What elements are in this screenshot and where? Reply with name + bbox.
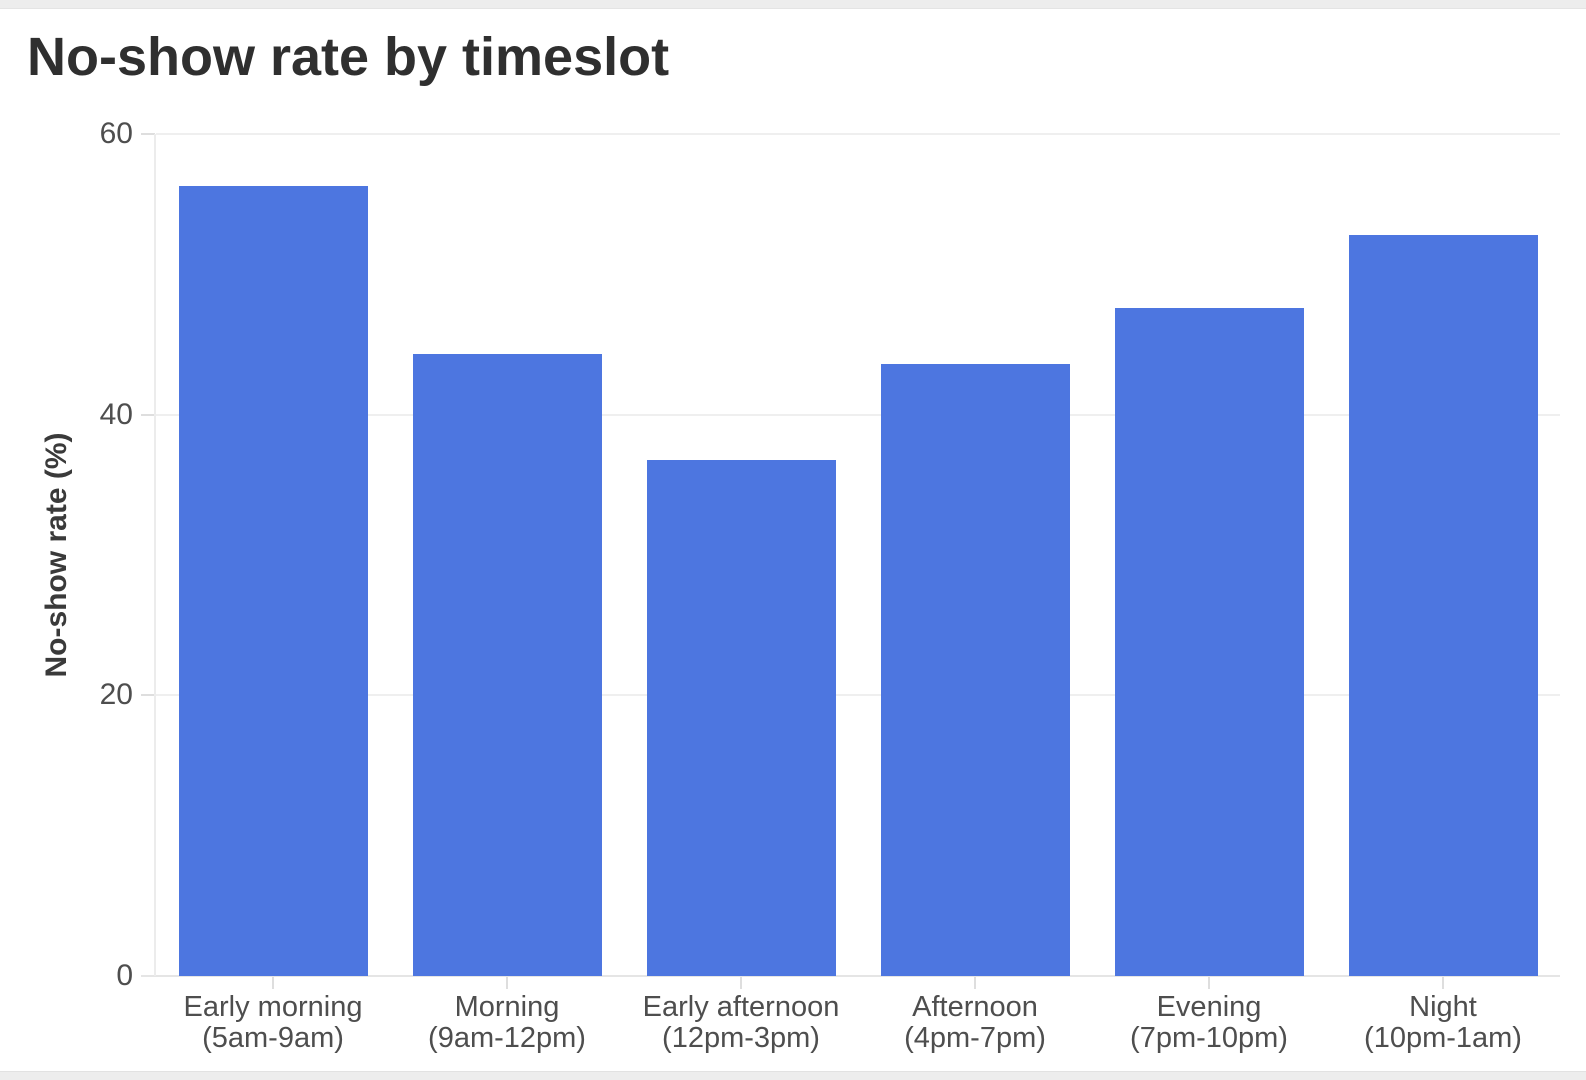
y-axis-title: No-show rate (%) <box>40 432 73 678</box>
category-label-line1: Early afternoon <box>642 991 840 1023</box>
category-label-line2: (10pm-1am) <box>1364 1022 1522 1054</box>
bar-5 <box>1115 308 1304 976</box>
plot-area <box>141 133 1560 989</box>
x-axis-line <box>141 975 1560 977</box>
bar-3 <box>647 460 836 976</box>
x-tick-label-2: Morning (9am-12pm) <box>367 992 647 1054</box>
page-bottom-strip <box>0 1071 1586 1080</box>
category-label-line2: (9am-12pm) <box>428 1022 586 1054</box>
bar-1 <box>179 186 368 976</box>
x-tick-mark-1 <box>272 977 274 989</box>
x-tick-mark-6 <box>1442 977 1444 989</box>
category-label-line1: Early morning <box>183 991 363 1023</box>
x-tick-mark-2 <box>506 977 508 989</box>
y-tick-label-40: 40 <box>99 397 133 431</box>
y-tick-mark-60 <box>141 133 155 135</box>
category-label-line1: Night <box>1409 991 1477 1023</box>
chart-title: No-show rate by timeslot <box>27 27 670 87</box>
bar-6 <box>1349 235 1538 976</box>
x-tick-label-3: Early afternoon (12pm-3pm) <box>601 992 881 1054</box>
bar-2 <box>413 354 602 976</box>
y-tick-label-60: 60 <box>99 117 133 150</box>
category-label-line2: (12pm-3pm) <box>662 1022 820 1054</box>
x-tick-mark-5 <box>1208 977 1210 989</box>
bar-4 <box>881 364 1070 976</box>
y-tick-mark-40 <box>141 413 155 416</box>
category-label-line2: (4pm-7pm) <box>904 1022 1046 1054</box>
gridline-60 <box>156 133 1560 135</box>
y-axis-line <box>154 134 156 976</box>
gridline-20 <box>156 694 1560 697</box>
x-tick-mark-3 <box>740 977 742 989</box>
y-tick-label-20: 20 <box>99 678 133 712</box>
x-tick-label-1: Early morning (5am-9am) <box>133 992 413 1054</box>
x-tick-label-6: Night (10pm-1am) <box>1303 992 1583 1054</box>
category-label-line1: Afternoon <box>912 991 1038 1023</box>
category-label-line1: Morning <box>454 991 560 1023</box>
category-label-line1: Evening <box>1156 991 1262 1023</box>
y-tick-mark-20 <box>141 694 155 697</box>
gridline-40 <box>156 413 1560 416</box>
x-tick-mark-4 <box>974 977 976 989</box>
y-tick-label-0: 0 <box>116 959 133 992</box>
x-tick-label-4: Afternoon (4pm-7pm) <box>835 992 1115 1054</box>
category-label-line2: (7pm-10pm) <box>1130 1022 1288 1054</box>
x-tick-label-5: Evening (7pm-10pm) <box>1069 992 1349 1054</box>
category-label-line2: (5am-9am) <box>202 1022 344 1054</box>
page-top-strip <box>0 0 1586 9</box>
